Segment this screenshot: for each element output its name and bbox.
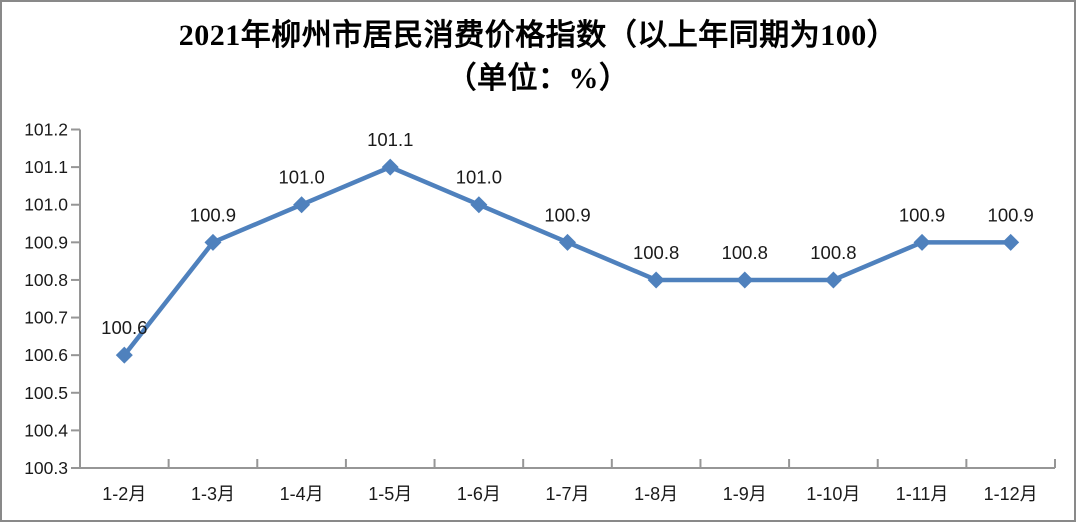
- y-axis-tick-label: 100.4: [24, 420, 68, 440]
- y-axis-tick-label: 101.1: [24, 157, 68, 177]
- data-point-marker: [559, 233, 576, 251]
- data-point-label: 100.9: [988, 204, 1034, 225]
- x-axis-tick-label: 1-10月: [806, 484, 860, 504]
- series-line: [122, 164, 1013, 358]
- y-axis-tick-label: 100.5: [24, 383, 68, 403]
- y-axis-tick-label: 100.7: [24, 308, 68, 328]
- x-axis-tick-label: 1-6月: [457, 484, 501, 504]
- data-point-marker: [470, 196, 488, 214]
- x-axis-tick-label: 1-12月: [984, 484, 1038, 504]
- x-axis-tick-label: 1-5月: [368, 484, 412, 504]
- chart-title: 2021年柳州市居民消费价格指数（以上年同期为100）: [178, 19, 898, 52]
- data-point-label: 101.0: [456, 167, 502, 188]
- chart-title-block: 2021年柳州市居民消费价格指数（以上年同期为100） （单位：%）: [2, 14, 1074, 100]
- data-point-marker: [115, 346, 133, 364]
- y-axis-tick-label: 100.8: [24, 270, 68, 290]
- y-axis-tick-label: 100.9: [24, 232, 68, 252]
- x-axis-tick-label: 1-8月: [634, 484, 678, 504]
- data-point-label: 100.9: [899, 204, 945, 225]
- chart-subtitle: （单位：%）: [446, 62, 630, 95]
- x-axis-tick-label: 1-9月: [723, 484, 767, 504]
- data-point-label: 100.8: [722, 242, 768, 263]
- data-point-marker: [381, 158, 399, 176]
- y-axis-tick-label: 100.6: [24, 345, 68, 365]
- x-axis-tick-label: 1-7月: [545, 484, 589, 504]
- x-axis-tick-label: 1-4月: [280, 484, 324, 504]
- data-point-marker: [913, 233, 931, 251]
- data-point-marker: [1002, 233, 1020, 251]
- data-point-label: 101.0: [278, 167, 324, 188]
- data-point-label: 101.1: [367, 129, 413, 150]
- y-axis-tick-label: 101.0: [24, 195, 68, 215]
- data-point-marker: [824, 271, 842, 289]
- x-axis-tick-label: 1-2月: [102, 484, 146, 504]
- data-point-label: 100.9: [190, 204, 236, 225]
- data-point-marker: [204, 233, 222, 251]
- data-point-marker: [293, 196, 311, 214]
- x-axis-tick-label: 1-11月: [896, 484, 949, 504]
- data-point-label: 100.6: [101, 317, 147, 338]
- data-point-label: 100.8: [633, 242, 679, 263]
- data-point-marker: [647, 271, 665, 289]
- data-point-marker: [736, 271, 754, 289]
- x-axis-tick-label: 1-3月: [191, 484, 235, 504]
- data-point-label: 100.9: [544, 204, 590, 225]
- y-axis-tick-label: 101.2: [24, 120, 68, 140]
- data-point-label: 100.8: [810, 242, 856, 263]
- y-axis-tick-label: 100.3: [24, 458, 68, 478]
